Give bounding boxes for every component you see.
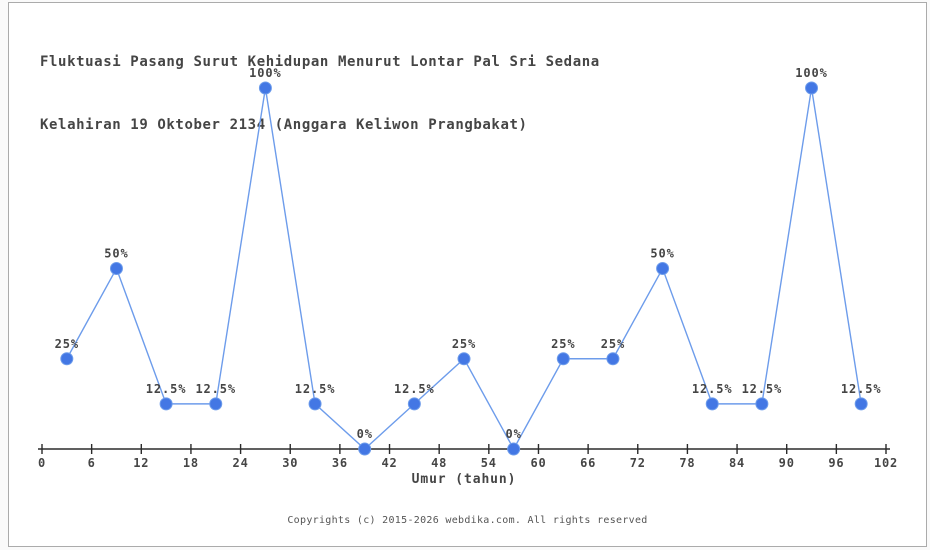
copyright-footer: Copyrights (c) 2015-2026 webdika.com. Al… <box>287 515 648 526</box>
chart-title: Fluktuasi Pasang Surut Kehidupan Menurut… <box>40 10 600 178</box>
chart-title-line2: Kelahiran 19 Oktober 2134 (Anggara Keliw… <box>40 117 528 133</box>
data-point-marker[interactable] <box>209 397 223 411</box>
x-axis-tick-label: 12 <box>133 456 149 470</box>
x-axis-tick-label: 42 <box>381 456 397 470</box>
data-point-label: 50% <box>104 247 128 261</box>
data-point-label: 100% <box>249 66 282 80</box>
data-point-marker[interactable] <box>507 442 521 456</box>
data-point-label: 12.5% <box>195 382 236 396</box>
data-point-label: 12.5% <box>841 382 882 396</box>
data-point-marker[interactable] <box>407 397 421 411</box>
data-point-marker[interactable] <box>556 352 570 366</box>
data-point-label: 12.5% <box>394 382 435 396</box>
chart-title-line1: Fluktuasi Pasang Surut Kehidupan Menurut… <box>40 54 600 70</box>
data-point-label: 25% <box>551 337 575 351</box>
data-point-marker[interactable] <box>358 442 372 456</box>
x-axis-tick-label: 30 <box>282 456 298 470</box>
data-point-marker[interactable] <box>805 81 819 95</box>
data-point-marker[interactable] <box>854 397 868 411</box>
chart-card <box>8 2 927 547</box>
data-point-label: 25% <box>601 337 625 351</box>
x-axis-tick-label: 36 <box>332 456 348 470</box>
x-axis-tick-label: 72 <box>630 456 646 470</box>
x-axis-tick-label: 24 <box>233 456 249 470</box>
data-point-marker[interactable] <box>457 352 471 366</box>
x-axis-tick-label: 54 <box>481 456 497 470</box>
data-point-label: 12.5% <box>146 382 187 396</box>
data-point-label: 25% <box>452 337 476 351</box>
data-point-label: 12.5% <box>692 382 733 396</box>
data-point-label: 0% <box>506 427 522 441</box>
x-axis-tick-label: 48 <box>431 456 447 470</box>
data-point-label: 100% <box>795 66 828 80</box>
x-axis-tick-label: 66 <box>580 456 596 470</box>
data-point-marker[interactable] <box>606 352 620 366</box>
data-point-marker[interactable] <box>60 352 74 366</box>
x-axis-tick-label: 6 <box>88 456 96 470</box>
x-axis-tick-label: 84 <box>729 456 745 470</box>
data-point-marker[interactable] <box>705 397 719 411</box>
data-point-marker[interactable] <box>258 81 272 95</box>
data-point-label: 50% <box>650 247 674 261</box>
data-point-marker[interactable] <box>308 397 322 411</box>
x-axis-title: Umur (tahun) <box>411 472 517 487</box>
data-point-label: 0% <box>357 427 373 441</box>
data-point-marker[interactable] <box>656 262 670 275</box>
x-axis-tick-label: 78 <box>679 456 695 470</box>
data-point-marker[interactable] <box>755 397 769 411</box>
x-axis-tick-label: 96 <box>828 456 844 470</box>
data-point-label: 12.5% <box>742 382 783 396</box>
x-axis-tick-label: 60 <box>530 456 546 470</box>
data-point-label: 25% <box>55 337 79 351</box>
data-point-marker[interactable] <box>109 262 123 275</box>
x-axis-tick-label: 0 <box>38 456 46 470</box>
data-point-marker[interactable] <box>159 397 173 411</box>
x-axis-tick-label: 102 <box>874 456 898 470</box>
x-axis-tick-label: 18 <box>183 456 199 470</box>
x-axis-tick-label: 90 <box>779 456 795 470</box>
data-point-label: 12.5% <box>295 382 336 396</box>
